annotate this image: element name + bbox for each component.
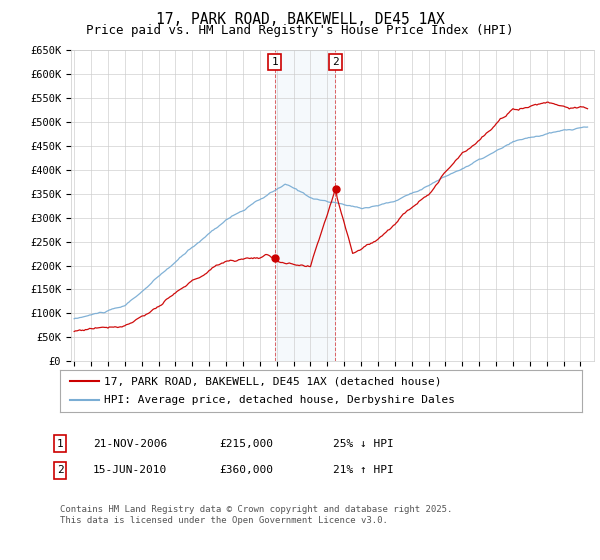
Text: 2: 2 — [56, 465, 64, 475]
Text: 1: 1 — [271, 57, 278, 67]
Text: 2: 2 — [332, 57, 338, 67]
Text: 25% ↓ HPI: 25% ↓ HPI — [333, 438, 394, 449]
Text: HPI: Average price, detached house, Derbyshire Dales: HPI: Average price, detached house, Derb… — [104, 395, 455, 405]
Text: £360,000: £360,000 — [219, 465, 273, 475]
Bar — [275, 50, 335, 361]
Text: 17, PARK ROAD, BAKEWELL, DE45 1AX: 17, PARK ROAD, BAKEWELL, DE45 1AX — [155, 12, 445, 27]
Text: 21-NOV-2006: 21-NOV-2006 — [93, 438, 167, 449]
Text: Price paid vs. HM Land Registry's House Price Index (HPI): Price paid vs. HM Land Registry's House … — [86, 24, 514, 36]
Text: £215,000: £215,000 — [219, 438, 273, 449]
Text: 15-JUN-2010: 15-JUN-2010 — [93, 465, 167, 475]
Text: 21% ↑ HPI: 21% ↑ HPI — [333, 465, 394, 475]
Text: 1: 1 — [56, 438, 64, 449]
Text: 17, PARK ROAD, BAKEWELL, DE45 1AX (detached house): 17, PARK ROAD, BAKEWELL, DE45 1AX (detac… — [104, 376, 442, 386]
Text: Contains HM Land Registry data © Crown copyright and database right 2025.
This d: Contains HM Land Registry data © Crown c… — [60, 505, 452, 525]
